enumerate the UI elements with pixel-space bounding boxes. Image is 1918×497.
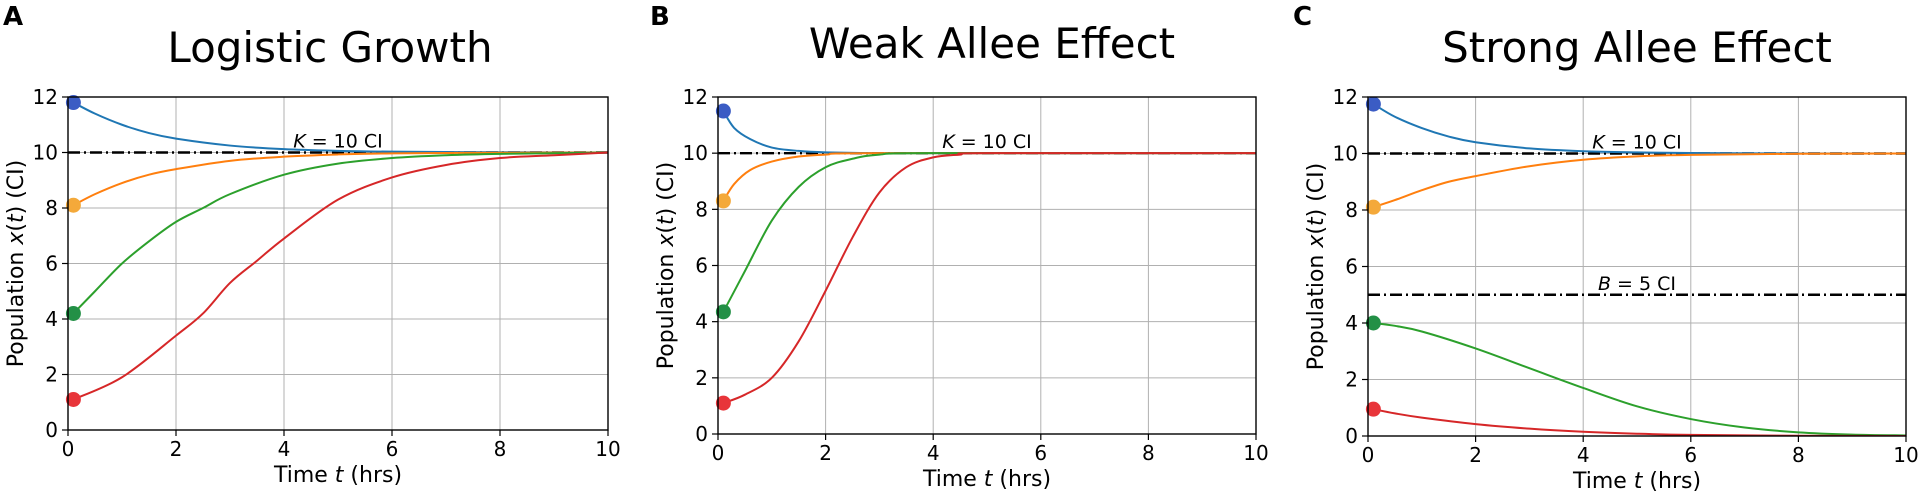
chart-panel-c: C Strong Allee Effect K = 10 CI B = 5 CI 0 2 4… bbox=[1293, 2, 1918, 494]
reference-line-label: K = 10 CI bbox=[1592, 132, 1682, 154]
chart-title: Strong Allee Effect bbox=[1442, 23, 1832, 72]
y-tick-label: 6 bbox=[1345, 255, 1358, 279]
x-tick-label: 4 bbox=[1577, 443, 1590, 467]
y-tick-label: 4 bbox=[45, 307, 58, 331]
y-tick-label: 0 bbox=[695, 422, 708, 446]
chart-panel-b: B Weak Allee Effect K = 10 CI 0 2 4 6 8 10 0 2 4 6 8 1… bbox=[650, 2, 1269, 492]
y-tick-label: 4 bbox=[695, 310, 708, 334]
x-tick-label: 4 bbox=[278, 437, 291, 461]
y-axis-label: Population x(t) (CI) bbox=[1304, 163, 1329, 370]
x-axis-label: Time t (hrs) bbox=[1572, 469, 1701, 494]
series-line-4 bbox=[723, 153, 1256, 403]
y-tick-label: 0 bbox=[1345, 424, 1358, 448]
y-tick-label: 6 bbox=[45, 252, 58, 276]
y-tick-label: 2 bbox=[1345, 368, 1358, 392]
x-tick-label: 2 bbox=[170, 437, 183, 461]
series-line-4 bbox=[1373, 409, 1906, 436]
x-tick-label: 8 bbox=[1792, 443, 1805, 467]
panel-letter: B bbox=[650, 2, 670, 32]
y-tick-label: 0 bbox=[45, 418, 58, 442]
x-tick-label: 0 bbox=[712, 441, 725, 465]
y-tick-label: 4 bbox=[1345, 311, 1358, 335]
y-tick-label: 2 bbox=[695, 366, 708, 390]
panel-letter: A bbox=[3, 2, 23, 32]
series-line-2 bbox=[1373, 154, 1906, 208]
reference-line-label: B = 5 CI bbox=[1598, 273, 1676, 295]
series-line-3 bbox=[73, 153, 608, 314]
y-tick-label: 6 bbox=[695, 254, 708, 278]
x-tick-label: 6 bbox=[1684, 443, 1697, 467]
x-tick-label: 4 bbox=[927, 441, 940, 465]
chart-panel-a: A Logistic Growth K = 10 CI 0 2 4 6 8 10 0 2 4 6 8 10 1… bbox=[3, 2, 621, 488]
y-tick-label: 8 bbox=[1345, 198, 1358, 222]
y-tick-label: 8 bbox=[695, 197, 708, 221]
x-axis-label: Time t (hrs) bbox=[922, 467, 1051, 492]
x-tick-label: 8 bbox=[1142, 441, 1155, 465]
x-tick-label: 8 bbox=[494, 437, 507, 461]
reference-line-label: K = 10 CI bbox=[942, 131, 1032, 153]
y-axis-label: Population x(t) (CI) bbox=[654, 162, 679, 369]
series-line-2 bbox=[723, 153, 1256, 201]
x-tick-label: 10 bbox=[1893, 443, 1918, 467]
chart-title: Weak Allee Effect bbox=[809, 19, 1175, 68]
y-tick-label: 10 bbox=[683, 141, 708, 165]
x-tick-label: 0 bbox=[1362, 443, 1375, 467]
chart-title: Logistic Growth bbox=[167, 23, 492, 72]
y-axis-label: Population x(t) (CI) bbox=[4, 160, 29, 367]
y-tick-label: 12 bbox=[33, 85, 58, 109]
x-tick-label: 0 bbox=[62, 437, 75, 461]
x-tick-label: 2 bbox=[819, 441, 832, 465]
reference-line-label: K = 10 CI bbox=[293, 131, 383, 153]
x-tick-label: 10 bbox=[1243, 441, 1268, 465]
y-tick-label: 10 bbox=[1333, 142, 1358, 166]
series-line-3 bbox=[723, 153, 1256, 312]
x-tick-label: 6 bbox=[386, 437, 399, 461]
x-axis-label: Time t (hrs) bbox=[273, 463, 402, 488]
panel-letter: C bbox=[1293, 2, 1312, 32]
y-tick-label: 2 bbox=[45, 363, 58, 387]
y-tick-label: 10 bbox=[33, 141, 58, 165]
x-tick-label: 10 bbox=[595, 437, 620, 461]
series-line-4 bbox=[73, 153, 608, 400]
y-tick-label: 8 bbox=[45, 196, 58, 220]
y-tick-label: 12 bbox=[683, 85, 708, 109]
x-tick-label: 2 bbox=[1469, 443, 1482, 467]
y-tick-label: 12 bbox=[1333, 85, 1358, 109]
x-tick-label: 6 bbox=[1034, 441, 1047, 465]
